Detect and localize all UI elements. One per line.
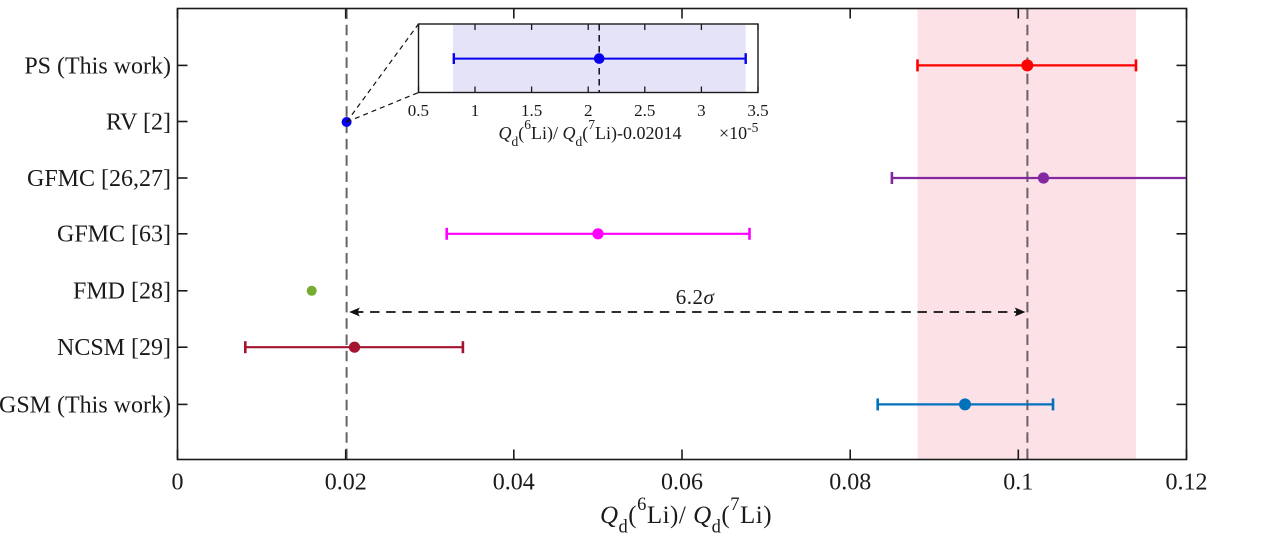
svg-text:0.06: 0.06 bbox=[661, 470, 703, 496]
svg-text:RV [2]: RV [2] bbox=[106, 109, 171, 135]
svg-text:3.5: 3.5 bbox=[747, 101, 768, 120]
svg-text:GFMC [63]: GFMC [63] bbox=[57, 222, 171, 248]
svg-text:1.5: 1.5 bbox=[521, 101, 542, 120]
svg-text:1: 1 bbox=[471, 101, 480, 120]
svg-text:Qd(6Li)/ Qd(7Li)-0.02014: Qd(6Li)/ Qd(7Li)-0.02014 bbox=[499, 117, 682, 149]
svg-text:0.1: 0.1 bbox=[1003, 470, 1033, 496]
svg-text:PS (This work): PS (This work) bbox=[24, 53, 171, 79]
svg-text:0.02: 0.02 bbox=[325, 470, 367, 496]
svg-text:2.5: 2.5 bbox=[634, 101, 655, 120]
svg-text:NCSM [29]: NCSM [29] bbox=[57, 335, 171, 361]
svg-text:0.12: 0.12 bbox=[1166, 470, 1208, 496]
svg-text:0.5: 0.5 bbox=[408, 101, 429, 120]
svg-text:FMD [28]: FMD [28] bbox=[73, 279, 171, 305]
svg-text:×10-5: ×10-5 bbox=[719, 120, 759, 143]
svg-text:2: 2 bbox=[584, 101, 593, 120]
svg-text:GFMC [26,27]: GFMC [26,27] bbox=[27, 166, 171, 192]
svg-text:0.04: 0.04 bbox=[493, 470, 535, 496]
svg-text:3: 3 bbox=[697, 101, 706, 120]
svg-text:0: 0 bbox=[172, 470, 184, 496]
svg-text:0.08: 0.08 bbox=[829, 470, 871, 496]
svg-text:GSM (This work): GSM (This work) bbox=[0, 392, 171, 418]
svg-text:6.2σ: 6.2σ bbox=[676, 285, 716, 309]
svg-text:Qd(6Li)/ Qd(7Li): Qd(6Li)/ Qd(7Li) bbox=[600, 495, 772, 538]
